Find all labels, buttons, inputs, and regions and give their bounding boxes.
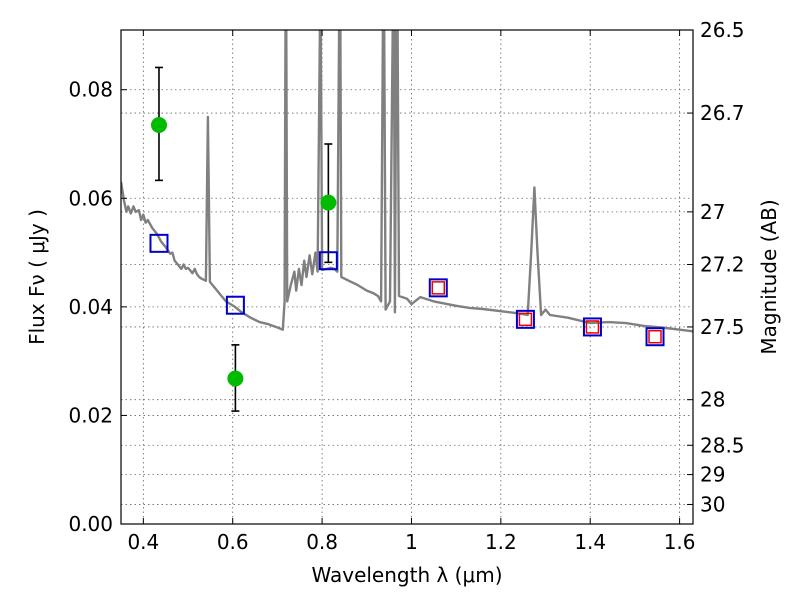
y-tick-label: 0.00 (68, 512, 113, 536)
model-point-blue (515, 309, 535, 329)
model-point-blue (149, 233, 169, 253)
x-tick-label: 1 (405, 530, 418, 554)
model-point-red (431, 281, 446, 295)
right-tick-label: 28.5 (700, 433, 745, 457)
y-tick-label: 0.04 (68, 295, 113, 319)
model-spectrum-line (121, 30, 693, 333)
grid-lines (121, 30, 693, 524)
right-tick-label: 29 (700, 463, 725, 487)
right-tick-label: 27.5 (700, 315, 745, 339)
x-tick-label: 0.4 (127, 530, 159, 554)
model-point-red (648, 329, 662, 344)
model-point-blue (428, 278, 448, 298)
x-tick-label: 0.6 (217, 530, 249, 554)
model-point-red (585, 320, 600, 334)
plot-series (121, 30, 693, 412)
right-tick-label: 26.7 (700, 101, 745, 125)
x-tick-label: 0.8 (306, 530, 338, 554)
y-tick-label: 0.02 (68, 403, 113, 427)
model-point-blue (582, 317, 602, 337)
x-tick-label: 1.2 (485, 530, 517, 554)
observed-point (227, 370, 244, 387)
right-tick-label: 30 (700, 492, 725, 516)
right-tick-label: 27.2 (700, 253, 745, 277)
x-tick-label: 1.6 (664, 530, 696, 554)
y-tick-label: 0.08 (68, 78, 113, 102)
y-axis-title: Flux Fν ( μJy ) (25, 209, 49, 345)
x-axis-title: Wavelength λ (μm) (311, 563, 502, 587)
model-point-blue (225, 295, 245, 315)
plot-frame (120, 29, 694, 525)
observed-point (150, 117, 167, 133)
right-tick-label: 26.5 (700, 18, 745, 42)
right-tick-label: 27 (700, 200, 725, 224)
y-tick-label: 0.06 (68, 186, 113, 210)
right-axis-title: Magnitude (AB) (757, 199, 781, 354)
model-point-blue (318, 251, 338, 271)
model-point-red (518, 312, 533, 327)
axes: 0.4 0.6 0.8 1 1.2 1.4 1.6 0.00 0.02 0.04 0.06 0.08 2… (68, 18, 744, 554)
x-tick-label: 1.4 (574, 530, 606, 554)
model-point-blue (645, 327, 665, 347)
right-tick-label: 28 (700, 388, 725, 412)
observed-point (320, 194, 337, 211)
